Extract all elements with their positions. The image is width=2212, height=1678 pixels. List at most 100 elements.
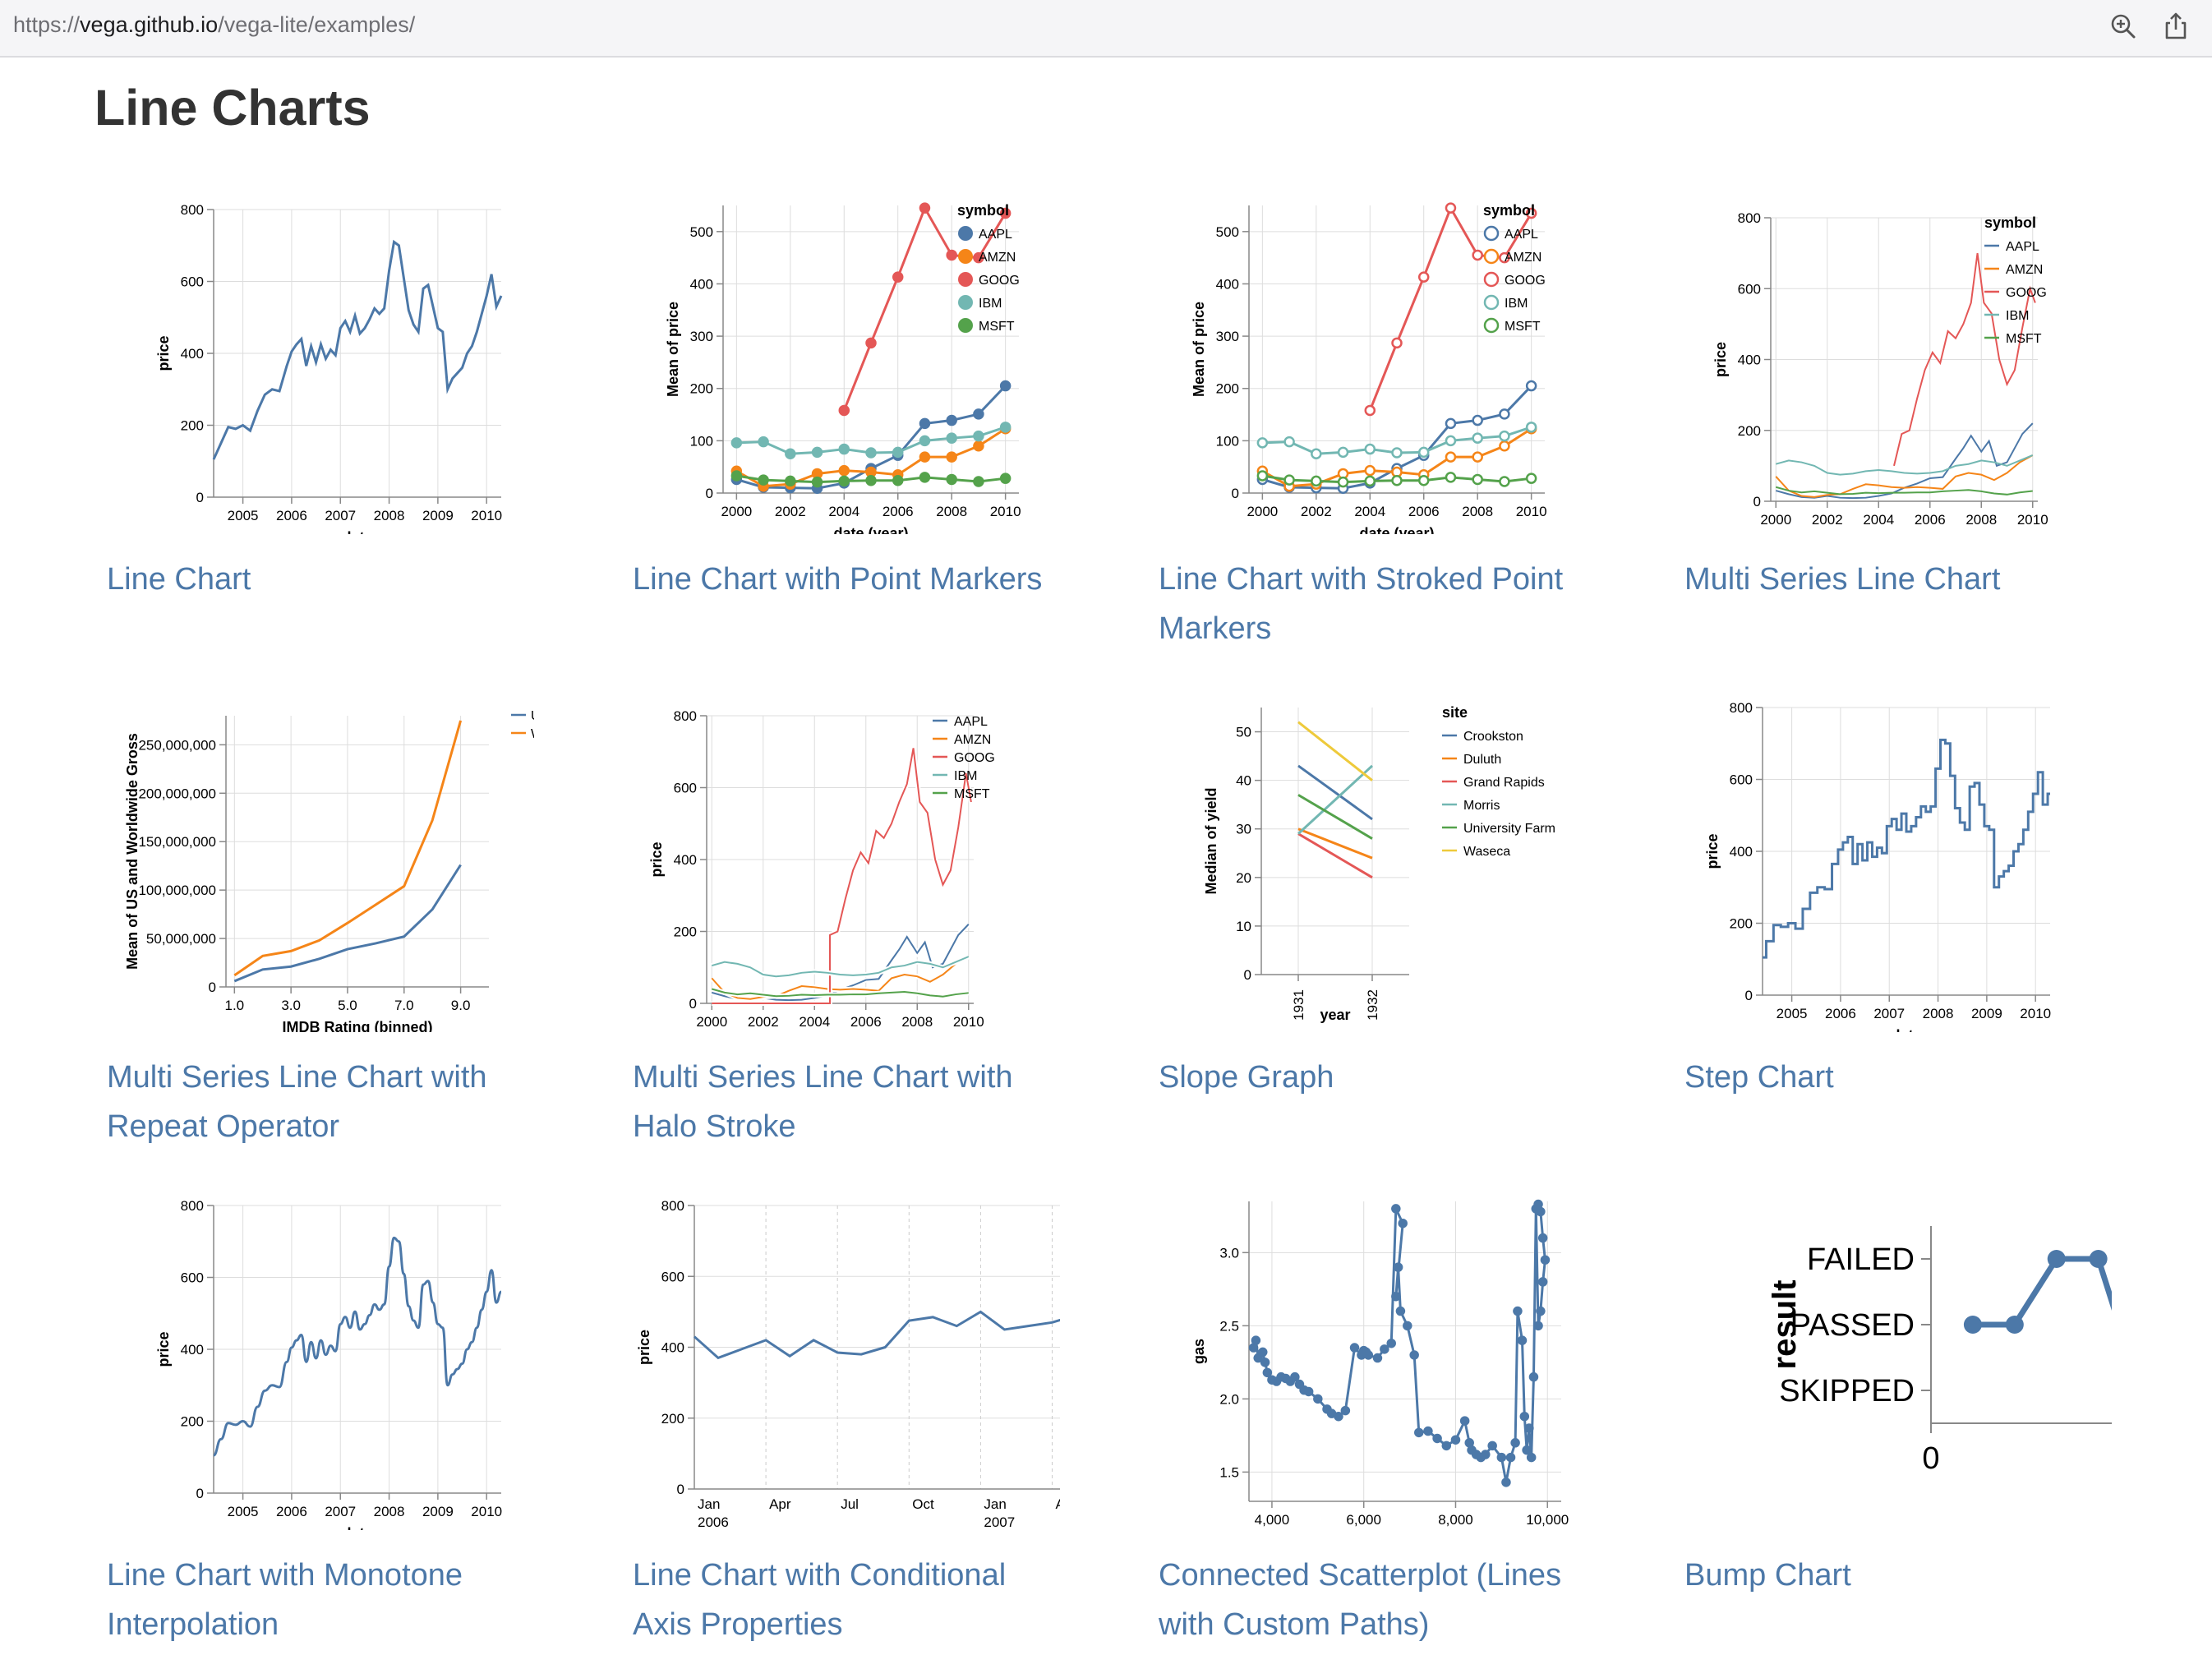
example-link[interactable]: Multi Series Line Chart with Halo Stroke (633, 1060, 1013, 1144)
example-thumbnail[interactable]: 0 200 400 600 800 2005 2006 2007 2008 2009 2010 dat… (107, 1185, 534, 1530)
example-card[interactable]: 0200400600800200020022004200620082010dat… (1578, 189, 2104, 682)
example-card[interactable]: 0 50,000,000 100,000,000 150,000,000 200,000… (0, 687, 534, 1180)
legend-label: GOOG (979, 274, 1020, 288)
point-marker (1450, 1435, 1461, 1445)
y-axis-title: price (636, 1330, 652, 1365)
point-marker (1260, 1358, 1270, 1367)
point-marker (1510, 1438, 1520, 1448)
y-tick-label: 400 (661, 1340, 684, 1356)
point-marker (1248, 1343, 1259, 1353)
y-tick-label: 300 (690, 329, 713, 344)
example-link[interactable]: Slope Graph (1159, 1060, 1334, 1095)
example-card[interactable]: 0 100 200 300 400 500 2000 2002 2004 2006 2008 2010… (526, 189, 1052, 682)
example-card[interactable]: FAILEDPASSEDSKIPPED05resultBump Chart (1578, 1185, 2112, 1678)
y-tick-label: 10 (1236, 919, 1251, 934)
example-thumbnail[interactable]: FAILEDPASSEDSKIPPED05result (1684, 1185, 2112, 1530)
y-tick-label: 800 (181, 1198, 204, 1214)
example-card[interactable]: 0200400600800200020022004200620082010dat… (526, 687, 1052, 1180)
example-thumbnail[interactable]: 0 200 400 600 800 2005 2006 2007 2008 2009 2010 dat… (107, 189, 534, 534)
x-tick-label: 2008 (1923, 1006, 1954, 1021)
point-marker (1386, 1338, 1396, 1348)
x-tick-label: 2006 (1408, 504, 1440, 519)
point-marker (919, 202, 931, 214)
point-marker (1253, 1353, 1263, 1363)
example-thumbnail[interactable]: 0 100 200 300 400 500 2000 2002 2004 2006 2008 2010… (1159, 189, 1586, 534)
point-marker (1536, 1206, 1546, 1217)
y-tick-label: 0 (209, 980, 216, 995)
legend-symbol (958, 249, 973, 264)
series-line-duluth (1297, 827, 1373, 860)
example-card[interactable]: 0 200 400 600 800 2005 2006 2007 2008 2009 2010 dat… (0, 189, 526, 682)
example-link[interactable]: Line Chart with Monotone Interpolation (107, 1558, 463, 1642)
point-marker (946, 473, 957, 486)
x-tick-label: 1.0 (225, 998, 245, 1013)
example-link[interactable]: Multi Series Line Chart with Repeat Oper… (107, 1060, 487, 1144)
chart-svg: 0 100 200 300 400 500 2000 2002 2004 2006 2008 2010… (665, 202, 1021, 534)
example-thumbnail[interactable]: 1.52.02.53.04,0006,0008,00010,000milesga… (1159, 1185, 1586, 1530)
example-card[interactable]: 1.52.02.53.04,0006,0008,00010,000milesga… (1052, 1185, 1578, 1678)
point-marker (1380, 1344, 1389, 1354)
x-tick-label: 8,000 (1438, 1512, 1473, 1528)
x-tick-label: 2000 (696, 1014, 727, 1030)
x-tick-label: 2008 (1462, 504, 1493, 519)
point-marker (973, 430, 984, 442)
point-marker (1256, 470, 1269, 482)
example-thumbnail[interactable]: 0 100 200 300 400 500 2000 2002 2004 2006 2008 2010… (633, 189, 1060, 534)
browser-address-bar[interactable]: https://vega.github.io/vega-lite/example… (0, 0, 2212, 58)
zoom-in-icon[interactable] (2108, 12, 2138, 41)
point-marker (1403, 1321, 1412, 1331)
legend-label: MSFT (954, 787, 990, 801)
example-link[interactable]: Bump Chart (1684, 1558, 1851, 1593)
example-link[interactable]: Connected Scatterplot (Lines with Custom… (1159, 1558, 1562, 1642)
y-tick-label: 150,000,000 (138, 834, 216, 850)
y-tick-label: 500 (690, 224, 713, 240)
x-tick-label: 2006 (1825, 1006, 1856, 1021)
example-link[interactable]: Line Chart with Stroked Point Markers (1159, 562, 1564, 646)
example-card[interactable]: 0 10 20 30 40 50 1931 1932 year Median of yield si… (1052, 687, 1578, 1180)
x-axis-title: IMDB Rating (binned) (283, 1019, 433, 1032)
example-thumbnail[interactable]: 0200400600800200020022004200620082010dat… (633, 687, 1060, 1032)
url-text[interactable]: https://vega.github.io/vega-lite/example… (13, 12, 416, 37)
example-card[interactable]: 0 100 200 300 400 500 2000 2002 2004 2006 2008 2010… (1052, 189, 1578, 682)
share-icon[interactable] (2161, 12, 2191, 41)
point-marker (919, 451, 931, 463)
point-marker (1496, 1452, 1507, 1463)
example-card[interactable]: 0 200 400 600 800 Jan 2006 Apr Jul Oct Jan 2007 Apr p… (526, 1185, 1060, 1678)
legend-title: symbol (1984, 214, 2036, 231)
y-tick-label: PASSED (1790, 1308, 1915, 1343)
point-marker (1445, 435, 1457, 447)
point-marker (1522, 1445, 1532, 1455)
series-line-msft (711, 988, 969, 998)
example-link[interactable]: Line Chart with Point Markers (633, 562, 1043, 597)
y-axis-title: result (1767, 1280, 1803, 1370)
legend-label: W (531, 727, 534, 741)
legend-label: Waseca (1463, 845, 1510, 859)
example-link[interactable]: Step Chart (1684, 1060, 1834, 1095)
point-marker (1524, 1423, 1534, 1433)
example-thumbnail[interactable]: 0 50,000,000 100,000,000 150,000,000 200,000… (107, 687, 534, 1032)
example-thumbnail[interactable]: 0 200 400 600 800 2005 2006 2007 2008 2009 2010 dat… (1684, 687, 2112, 1032)
example-thumbnail[interactable]: 0 10 20 30 40 50 1931 1932 year Median of yield si… (1159, 687, 1586, 1032)
series-line-goog (1893, 252, 2036, 467)
example-thumbnail[interactable]: 0200400600800200020022004200620082010dat… (1684, 189, 2112, 534)
y-tick-label: 800 (1730, 700, 1753, 716)
point-marker (1423, 1426, 1433, 1436)
point-marker (811, 446, 823, 459)
point-marker (1526, 1452, 1537, 1463)
example-link[interactable]: Line Chart (107, 562, 251, 597)
x-tick-label: Apr (769, 1496, 791, 1512)
example-thumbnail[interactable]: 0 200 400 600 800 Jan 2006 Apr Jul Oct Jan 2007 Apr p… (633, 1185, 1060, 1530)
y-tick-label: 250,000,000 (138, 737, 216, 753)
y-tick-label: SKIPPED (1779, 1374, 1915, 1408)
y-tick-label: 0 (196, 1486, 204, 1501)
example-link[interactable]: Multi Series Line Chart (1684, 562, 2001, 597)
point-marker (1459, 1416, 1470, 1426)
y-tick-label: 100 (690, 433, 713, 449)
example-card[interactable]: 0 200 400 600 800 2005 2006 2007 2008 2009 2010 dat… (1578, 687, 2104, 1180)
point-marker (1364, 404, 1376, 417)
point-marker (1393, 1262, 1403, 1272)
example-link[interactable]: Line Chart with Conditional Axis Propert… (633, 1558, 1007, 1642)
point-marker (2005, 1316, 2024, 1334)
example-card[interactable]: 0 200 400 600 800 2005 2006 2007 2008 2009 2010 dat… (0, 1185, 526, 1678)
point-marker (1499, 251, 1510, 264)
